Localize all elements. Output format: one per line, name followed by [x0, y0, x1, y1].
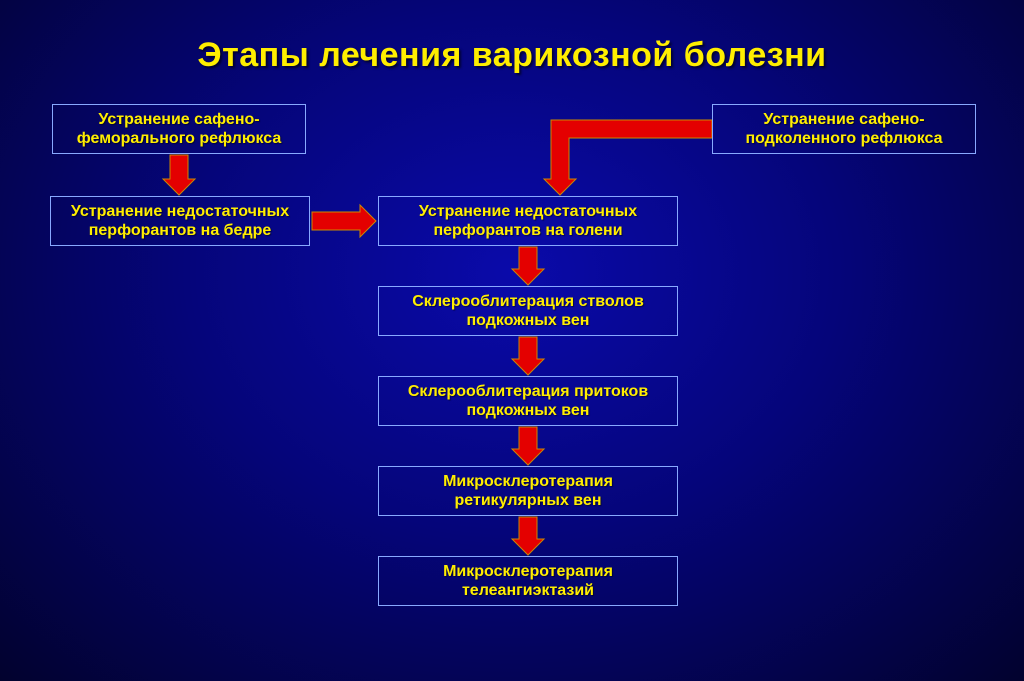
slide-title: Этапы лечения варикозной болезни — [0, 36, 1024, 75]
flow-node: Микросклеротерапия ретикулярных вен — [378, 466, 678, 516]
flow-node: Микросклеротерапия телеангиэктазий — [378, 556, 678, 606]
flow-node: Устранение сафено-подколенного рефлюкса — [712, 104, 976, 154]
flow-node: Склерооблитерация стволов подкожных вен — [378, 286, 678, 336]
flow-node: Склерооблитерация притоков подкожных вен — [378, 376, 678, 426]
flow-node: Устранение недостаточных перфорантов на … — [50, 196, 310, 246]
slide-root: Этапы лечения варикозной болезни Устране… — [0, 0, 1024, 681]
flow-node: Устранение недостаточных перфорантов на … — [378, 196, 678, 246]
flow-node: Устранение сафено-феморального рефлюкса — [52, 104, 306, 154]
